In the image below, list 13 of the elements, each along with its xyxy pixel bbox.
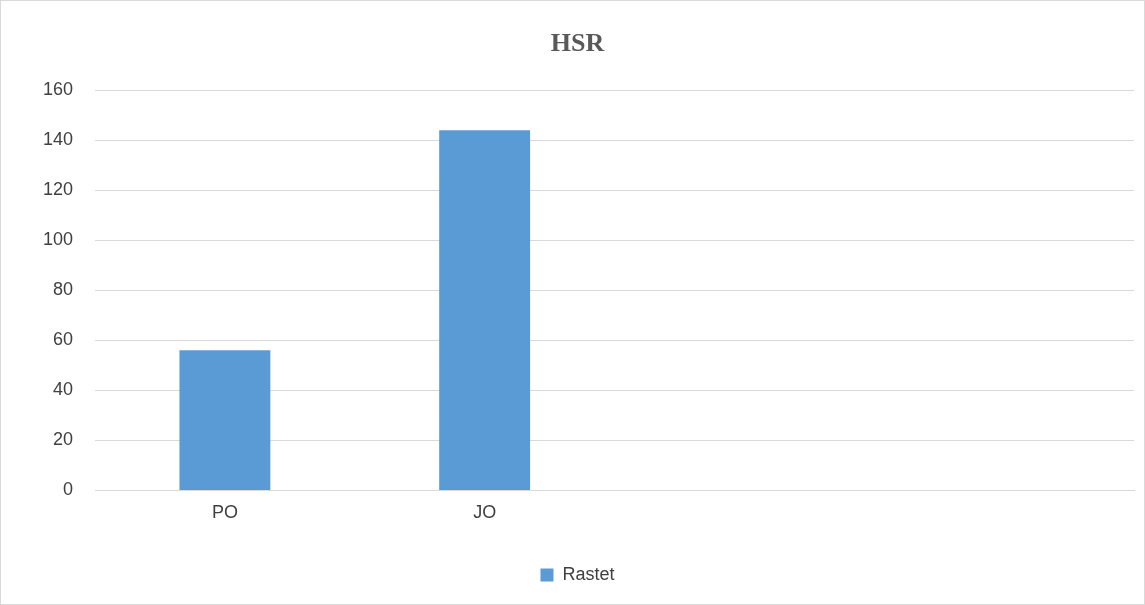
y-tick-label: 40 [53, 379, 74, 400]
y-tick-label: 120 [42, 179, 74, 200]
chart-title: HSR [550, 28, 605, 58]
y-tick-label: 100 [42, 229, 74, 250]
y-tick-label: 60 [53, 329, 74, 350]
legend-label: Rastet [562, 563, 615, 584]
y-tick-label: 140 [42, 129, 74, 150]
y-tick-label: 80 [53, 279, 74, 300]
x-tick-label: PO [211, 502, 238, 523]
y-tick-label: 0 [63, 479, 74, 500]
y-tick-label: 160 [42, 79, 74, 100]
y-tick-label: 20 [53, 429, 74, 450]
x-tick-label: JO [473, 502, 497, 523]
